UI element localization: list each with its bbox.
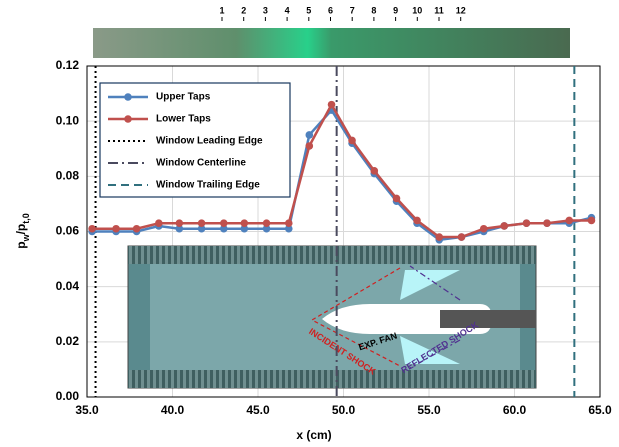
marker — [112, 224, 120, 233]
marker — [220, 219, 228, 228]
marker — [587, 216, 596, 225]
tap-label: 1 — [219, 5, 224, 15]
marker — [197, 219, 206, 228]
y-axis-title-part: t,0 — [21, 213, 31, 224]
marker — [305, 142, 314, 150]
marker — [348, 136, 356, 145]
window-photo — [93, 28, 570, 58]
tap-label: 7 — [350, 5, 355, 15]
marker — [155, 219, 163, 228]
plot-frame — [86, 65, 601, 398]
tap-label: 6 — [328, 5, 333, 15]
marker — [284, 219, 293, 228]
marker — [457, 233, 466, 241]
legend-label: Window Trailing Edge — [156, 180, 260, 191]
x-tick-label: 55.0 — [417, 403, 441, 417]
marker — [522, 219, 531, 228]
marker — [197, 224, 206, 233]
marker — [565, 216, 574, 225]
tap-label: 12 — [456, 5, 466, 15]
marker — [543, 219, 551, 228]
marker — [327, 100, 336, 109]
x-tick-label: 60.0 — [503, 403, 527, 417]
inset-drawing — [127, 245, 537, 389]
y-tick-label: 0.10 — [56, 113, 80, 127]
y-axis-title: pw/pt,0 — [14, 213, 31, 249]
y-tick-label: 0.06 — [56, 224, 80, 238]
marker — [413, 216, 421, 225]
x-tick-label: 40.0 — [161, 403, 185, 417]
x-tick-label: 65.0 — [588, 403, 612, 417]
y-axis-title-part: /p — [14, 224, 28, 235]
tap-label: 2 — [241, 5, 246, 15]
marker — [305, 131, 314, 139]
marker — [88, 224, 96, 233]
tap-label: 9 — [393, 5, 398, 15]
legend-label: Upper Taps — [156, 92, 211, 103]
marker — [370, 167, 379, 175]
marker — [262, 219, 271, 228]
marker — [175, 219, 184, 228]
legend — [99, 82, 291, 198]
tap-label: 8 — [371, 5, 376, 15]
marker — [262, 224, 271, 233]
legend-label: Lower Taps — [156, 114, 211, 125]
y-tick-label: 0.04 — [56, 279, 80, 293]
marker — [240, 224, 249, 233]
legend-label: Window Centerline — [156, 158, 246, 169]
marker — [392, 194, 401, 203]
y-tick-label: 0.08 — [56, 169, 80, 183]
tap-label: 11 — [434, 5, 444, 15]
marker — [175, 224, 184, 233]
marker — [220, 224, 228, 233]
legend-marker — [124, 93, 132, 101]
x-tick-label: 50.0 — [332, 403, 356, 417]
tap-label: 3 — [263, 5, 268, 15]
y-tick-label: 0.02 — [56, 334, 80, 348]
marker — [500, 222, 509, 230]
tap-label: 10 — [412, 5, 422, 15]
tap-label: 4 — [285, 5, 290, 15]
marker — [479, 224, 488, 233]
tap-label: 5 — [306, 5, 311, 15]
legend-label: Window Leading Edge — [156, 136, 263, 147]
y-tick-label: 0.12 — [56, 58, 80, 72]
marker — [284, 224, 293, 233]
y-axis-title-part: w — [21, 233, 31, 242]
x-tick-label: 35.0 — [75, 403, 99, 417]
marker — [240, 219, 249, 228]
x-axis-title: x (cm) — [296, 428, 331, 442]
marker — [435, 233, 444, 241]
legend-marker — [124, 115, 132, 123]
y-tick-label: 0.00 — [56, 389, 80, 403]
x-tick-label: 45.0 — [246, 403, 270, 417]
marker — [132, 224, 141, 233]
y-axis-title-part: p — [14, 241, 28, 248]
